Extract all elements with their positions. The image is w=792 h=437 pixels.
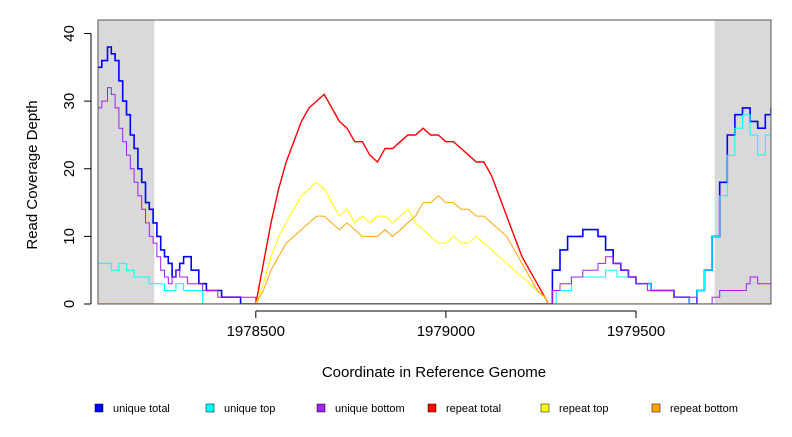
legend-swatch — [316, 403, 326, 413]
legend-swatch — [651, 403, 661, 413]
legend-item-unique-top: unique top — [205, 403, 275, 415]
series-line-repeat-total — [255, 93, 550, 304]
x-tick-label: 1979000 — [417, 323, 475, 340]
y-axis-label: Read Coverage Depth — [24, 100, 41, 249]
legend-label: repeat total — [446, 403, 501, 415]
series-line-unique-bottom — [98, 87, 771, 304]
y-tick-label: 0 — [61, 300, 78, 308]
x-axis-label: Coordinate in Reference Genome — [322, 364, 546, 381]
series-line-repeat-bottom — [255, 195, 550, 304]
y-tick-label: 40 — [61, 25, 78, 42]
legend-item-repeat-bottom: repeat bottom — [651, 403, 738, 415]
series-line-unique-top — [98, 114, 771, 304]
series-line-repeat-top — [255, 181, 550, 304]
series-layer — [98, 46, 771, 304]
axes-layer: 1978500 1979000 1979500 0 10 20 30 40 — [61, 25, 665, 340]
shaded-region-right-flank — [714, 20, 771, 304]
x-tick-label: 1979500 — [607, 323, 665, 340]
shaded-region-left-flank — [98, 20, 155, 304]
y-tick-label: 10 — [61, 228, 78, 245]
legend-item-repeat-top: repeat top — [540, 403, 609, 415]
legend-item-unique-bottom: unique bottom — [316, 403, 405, 415]
legend-label: repeat top — [559, 403, 609, 415]
legend-item-unique-total: unique total — [94, 403, 170, 415]
y-tick-label: 30 — [61, 93, 78, 110]
legend-swatch — [427, 403, 437, 413]
legend-label: unique total — [113, 403, 170, 415]
shaded-regions — [98, 20, 771, 304]
legend-item-repeat-total: repeat total — [427, 403, 501, 415]
legend-swatch — [205, 403, 215, 413]
legend-label: repeat bottom — [670, 403, 738, 415]
legend: unique total unique top unique bottom repea… — [94, 403, 738, 415]
x-tick-label: 1978500 — [227, 323, 285, 340]
legend-swatch — [540, 403, 550, 413]
y-tick-label: 20 — [61, 160, 78, 177]
plot-frame — [97, 19, 772, 305]
legend-label: unique top — [224, 403, 275, 415]
legend-swatch — [94, 403, 104, 413]
legend-label: unique bottom — [335, 403, 405, 415]
